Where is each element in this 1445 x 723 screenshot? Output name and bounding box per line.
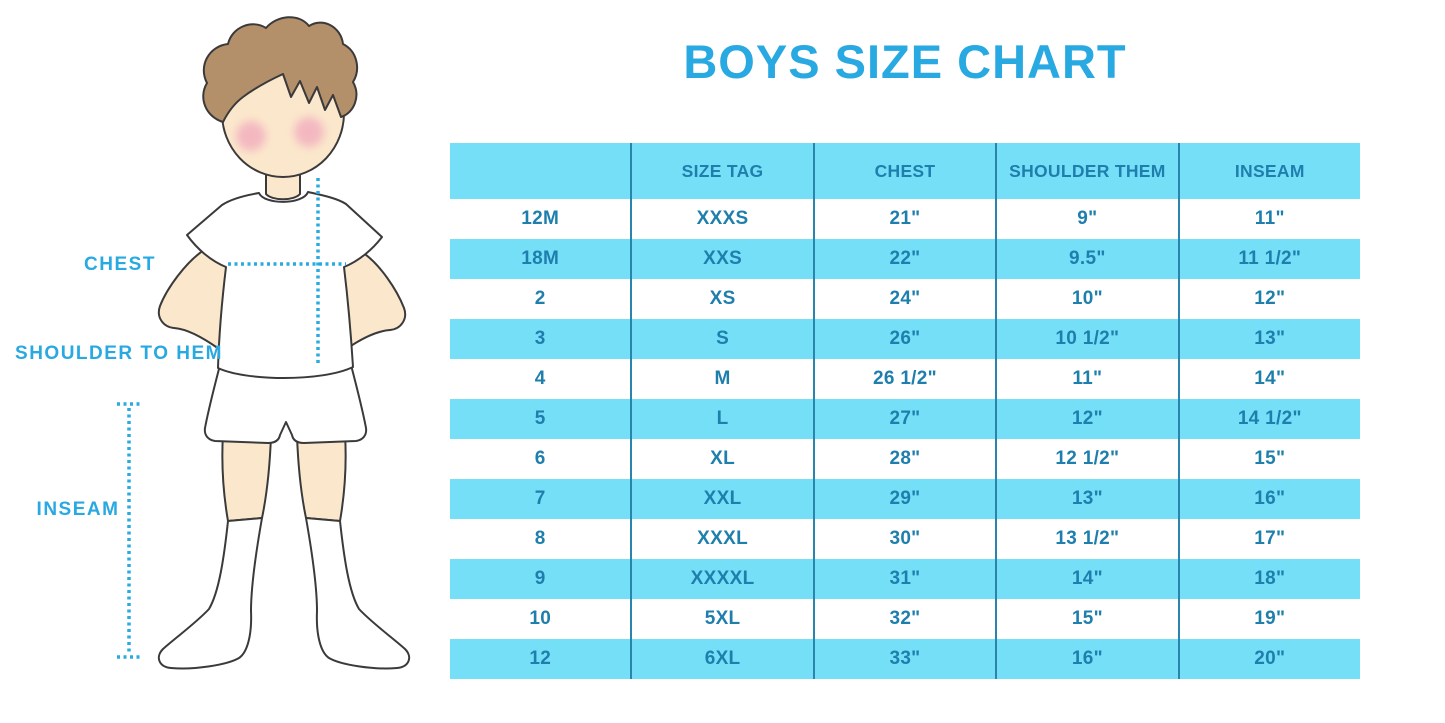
left-sock-shape bbox=[157, 517, 263, 670]
shirt-shape bbox=[186, 191, 383, 379]
table-cell: 14 1/2" bbox=[1177, 399, 1360, 439]
table-cell: 13" bbox=[1177, 319, 1360, 359]
table-cell: XXL bbox=[630, 479, 814, 519]
left-thigh-shape bbox=[221, 433, 272, 522]
table-cell: 33" bbox=[812, 639, 997, 679]
table-cell: M bbox=[630, 359, 814, 399]
header-cell-size-tag: SIZE TAG bbox=[630, 143, 814, 199]
table-cell: XL bbox=[630, 439, 814, 479]
table-cell: L bbox=[630, 399, 814, 439]
table-cell: 17" bbox=[1177, 519, 1360, 559]
table-cell: 14" bbox=[1177, 359, 1360, 399]
table-cell: 10 bbox=[529, 608, 552, 629]
table-cell: 26 1/2" bbox=[812, 359, 997, 399]
table-cell: S bbox=[630, 319, 814, 359]
table-cell: XXXXL bbox=[630, 559, 814, 599]
table-cell: 16" bbox=[1177, 479, 1360, 519]
table-cell: 5XL bbox=[630, 599, 814, 639]
table-cell: 12 1/2" bbox=[995, 439, 1179, 479]
table-cell: 3 bbox=[450, 319, 632, 359]
table-cell: 10 1/2" bbox=[995, 319, 1179, 359]
table-row: 4 M 26 1/2" 11" 14" bbox=[450, 359, 1360, 399]
table-cell: 9.5" bbox=[995, 239, 1179, 279]
right-thigh-shape bbox=[296, 433, 347, 522]
table-cell: 4 bbox=[534, 368, 546, 389]
table-cell: 22" bbox=[812, 239, 997, 279]
table-row: 7 XXL 29" 13" 16" bbox=[450, 479, 1360, 519]
table-cell: 12 bbox=[450, 639, 632, 679]
table-cell: 21" bbox=[812, 199, 997, 239]
table-row: 8 XXXL 30" 13 1/2" 17" bbox=[450, 519, 1360, 559]
table-cell: 11" bbox=[1177, 199, 1360, 239]
table-cell: 6 bbox=[534, 448, 546, 469]
table-row: 2 XS 24" 10" 12" bbox=[450, 279, 1360, 319]
table-cell: 9" bbox=[995, 199, 1179, 239]
table-cell: 19" bbox=[1177, 599, 1360, 639]
boy-illustration bbox=[157, 16, 411, 670]
table-cell: 8 bbox=[534, 528, 546, 549]
table-row: 12M XXXS 21" 9" 11" bbox=[450, 199, 1360, 239]
measurement-figure: CHEST SHOULDER TO HEM INSEAM bbox=[15, 16, 411, 670]
table-cell: 5 bbox=[450, 399, 632, 439]
table-cell: 11" bbox=[995, 359, 1179, 399]
table-cell: XXXS bbox=[630, 199, 814, 239]
table-cell: 12" bbox=[995, 399, 1179, 439]
table-cell: 10" bbox=[995, 279, 1179, 319]
table-cell: 30" bbox=[812, 519, 997, 559]
table-cell: 7 bbox=[450, 479, 632, 519]
table-cell: 29" bbox=[812, 479, 997, 519]
hair-shape bbox=[202, 16, 359, 123]
table-row: 6 XL 28" 12 1/2" 15" bbox=[450, 439, 1360, 479]
table-row: 12 6XL 33" 16" 20" bbox=[450, 639, 1360, 679]
table-head: SIZE TAG CHEST SHOULDER THEM INSEAM bbox=[450, 143, 1360, 199]
table-cell: 28" bbox=[812, 439, 997, 479]
table-cell: 18" bbox=[1177, 559, 1360, 599]
right-sock-shape bbox=[305, 517, 411, 670]
table-cell: 13" bbox=[995, 479, 1179, 519]
header-cell-inseam: INSEAM bbox=[1177, 143, 1360, 199]
table-cell: 6XL bbox=[630, 639, 814, 679]
table-cell: XS bbox=[630, 279, 814, 319]
table-row: 18M XXS 22" 9.5" 11 1/2" bbox=[450, 239, 1360, 279]
header-row: SIZE TAG CHEST SHOULDER THEM INSEAM bbox=[450, 143, 1360, 199]
table-cell: 15" bbox=[995, 599, 1179, 639]
table-cell: 16" bbox=[995, 639, 1179, 679]
table-cell: 12M bbox=[521, 208, 560, 229]
table-cell: 18M bbox=[450, 239, 632, 279]
table-cell: 14" bbox=[995, 559, 1179, 599]
table-cell: 9 bbox=[450, 559, 632, 599]
table-cell: XXXL bbox=[630, 519, 814, 559]
header-cell-blank bbox=[450, 143, 632, 199]
table-row: 9 XXXXL 31" 14" 18" bbox=[450, 559, 1360, 599]
table-cell: 2 bbox=[534, 288, 546, 309]
table-row: 10 5XL 32" 15" 19" bbox=[450, 599, 1360, 639]
table-cell: 24" bbox=[812, 279, 997, 319]
left-cheek bbox=[236, 121, 266, 151]
header-cell-chest: CHEST bbox=[812, 143, 997, 199]
table-cell: 13 1/2" bbox=[995, 519, 1179, 559]
inseam-label: INSEAM bbox=[37, 499, 120, 520]
table-row: 3 S 26" 10 1/2" 13" bbox=[450, 319, 1360, 359]
page-title: BOYS SIZE CHART bbox=[683, 35, 1127, 88]
table-row: 5 L 27" 12" 14 1/2" bbox=[450, 399, 1360, 439]
size-table: SIZE TAG CHEST SHOULDER THEM INSEAM 12M XXXS… bbox=[450, 143, 1360, 679]
table-cell: 11 1/2" bbox=[1177, 239, 1360, 279]
table-cell: 15" bbox=[1177, 439, 1360, 479]
table-cell: 12" bbox=[1177, 279, 1360, 319]
shoulder-to-hem-label: SHOULDER TO HEM bbox=[15, 343, 223, 364]
table-cell: XXS bbox=[630, 239, 814, 279]
table-cell: 31" bbox=[812, 559, 997, 599]
table-body: 12M XXXS 21" 9" 11" 18M XXS 22" 9.5" 11 1/2" 2 XS 24… bbox=[450, 199, 1360, 679]
table-cell: 32" bbox=[812, 599, 997, 639]
table-cell: 26" bbox=[812, 319, 997, 359]
header-cell-shoulder-them: SHOULDER THEM bbox=[995, 143, 1179, 199]
table-cell: 20" bbox=[1177, 639, 1360, 679]
chest-label: CHEST bbox=[84, 254, 156, 275]
table-cell: 27" bbox=[812, 399, 997, 439]
right-cheek bbox=[294, 117, 324, 147]
